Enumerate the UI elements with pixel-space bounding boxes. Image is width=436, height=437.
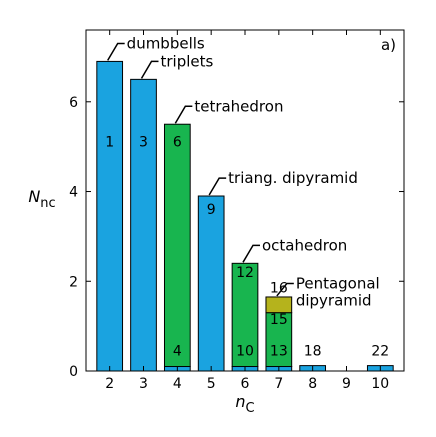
x-axis-label: nC [235, 392, 254, 416]
x-tick-label-9: 9 [342, 376, 351, 392]
bar-label-16: 16 [270, 280, 288, 296]
x-tick-label-10: 10 [371, 376, 389, 392]
y-tick-label-2: 2 [69, 274, 78, 290]
x-tick-label-2: 2 [105, 376, 114, 392]
annotation-leader-5 [276, 282, 294, 297]
y-axis-label: Nnc [28, 187, 55, 211]
annotation-leader-2 [174, 105, 193, 124]
annotation-text-2-0: tetrahedron [194, 97, 283, 115]
y-axis-label-subscript: nc [40, 196, 55, 211]
bar-segment-7-2 [265, 296, 293, 314]
y-axis-label-main: N [28, 187, 40, 206]
bar-label-12: 12 [236, 265, 254, 281]
annotation-text-1-0: triplets [161, 52, 214, 70]
x-tick-label-5: 5 [207, 376, 216, 392]
x-tick-label-7: 7 [274, 376, 283, 392]
bar-label-1: 1 [105, 135, 114, 151]
bar-label-22: 22 [371, 343, 389, 359]
bar-segment-5-0 [197, 195, 225, 372]
bar-segment-3-0 [130, 78, 157, 372]
x-tick-label-3: 3 [139, 376, 148, 392]
bar-segment-4-1 [163, 123, 191, 368]
y-tick-label-6: 6 [69, 95, 78, 111]
annotation-text-3-0: triang. dipyramid [228, 169, 358, 187]
bar-label-10: 10 [236, 343, 254, 359]
x-tick-label-8: 8 [308, 376, 317, 392]
annotation-leader-0 [107, 42, 125, 61]
annotation-text-0-0: dumbbells [127, 34, 205, 52]
bar-label-6: 6 [173, 135, 182, 151]
ticks-layer: 2 3 4 5 6 7 8 9 10 0 2 4 6 [69, 30, 404, 392]
bars-layer [96, 60, 394, 372]
x-tick-label-6: 6 [241, 376, 250, 392]
annotation-leader-1 [140, 60, 159, 79]
x-axis-label-main: n [235, 392, 245, 411]
annotation-leader-3 [208, 177, 227, 196]
annotation-text-5-0: Pentagonal [296, 275, 380, 293]
bar-label-3: 3 [139, 135, 148, 151]
bar-label-18: 18 [304, 343, 322, 359]
bar-label-4: 4 [173, 343, 182, 359]
bar-label-9: 9 [207, 202, 216, 218]
bar-segment-2-0 [96, 60, 124, 372]
annotation-text-5-1: dipyramid [296, 292, 372, 310]
bar-label-15: 15 [270, 312, 288, 328]
panel-label: a) [381, 36, 396, 54]
x-tick-label-4: 4 [173, 376, 182, 392]
annotation-text-4-0: octahedron [262, 236, 347, 254]
y-tick-label-4: 4 [69, 185, 78, 201]
x-axis-label-subscript: C [246, 401, 255, 416]
y-tick-label-0: 0 [69, 364, 78, 380]
bar-label-13: 13 [270, 343, 288, 359]
annotation-leader-4 [242, 244, 260, 263]
